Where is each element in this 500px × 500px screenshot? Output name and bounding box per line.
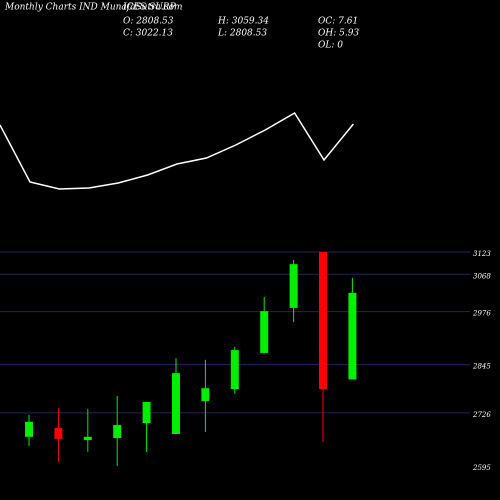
y-tick-label: 2976 (472, 310, 491, 318)
candle-body (113, 425, 122, 439)
candle-body (201, 388, 210, 402)
ohlc-info: O: 2808.53 (123, 17, 174, 27)
ohlc-info: OH: 5.93 (318, 29, 359, 39)
ohlc-info: OL: 0 (318, 41, 343, 51)
candle-body (260, 311, 269, 353)
candle-body (83, 436, 92, 441)
candle-body (172, 373, 180, 434)
y-tick-label: 3123 (473, 250, 491, 258)
candle-body (289, 264, 298, 308)
y-tick-label: 2845 (472, 363, 491, 371)
y-tick-label: 3068 (473, 272, 491, 280)
indicator-line (0, 111, 354, 190)
candle-body (348, 292, 357, 380)
ohlc-info: L: 2808.53 (217, 29, 267, 39)
y-tick-label: 2595 (472, 464, 491, 472)
candle-body (142, 401, 151, 424)
ohlc-info: C: 3022.13 (123, 29, 173, 39)
candle-body (230, 350, 239, 389)
symbol: ICES SURP (122, 3, 177, 13)
y-tick-label: 2726 (472, 411, 491, 419)
chart-title: Monthly Charts IND MunafaSutra.com (4, 3, 183, 13)
candle-body (54, 427, 63, 439)
candle-body (25, 421, 33, 437)
ohlc-info: H: 3059.34 (217, 17, 269, 27)
candle-body (319, 252, 327, 389)
ohlc-info: OC: 7.61 (318, 17, 358, 27)
